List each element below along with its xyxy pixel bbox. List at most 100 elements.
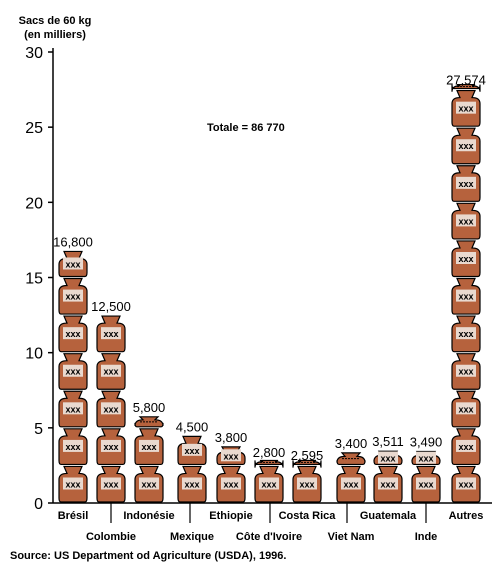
sack-label-patch — [341, 477, 361, 490]
sack-label-patch — [456, 439, 476, 452]
sack-label-patch — [63, 257, 83, 270]
coffee-sack: xxx — [451, 127, 481, 165]
sack-label: xxx — [103, 404, 118, 414]
coffee-sack: xxx — [451, 353, 481, 390]
coffee-sack: xxx — [58, 390, 88, 428]
coffee-sack: xxx — [451, 390, 481, 428]
coffee-sack: xxx — [451, 428, 481, 466]
sack-label-patch — [416, 451, 436, 464]
coffee-sack: xxx — [451, 165, 481, 202]
coffee-sack: xxx — [411, 450, 441, 466]
coffee-sack: xxx — [58, 250, 88, 278]
coffee-sack: xxx — [216, 465, 246, 503]
coffee-sack: xxx — [451, 277, 481, 315]
y-tick-label: 30 — [25, 45, 43, 62]
sack-label-patch — [456, 176, 476, 189]
sack-label: xxx — [380, 479, 395, 489]
sack-label-patch — [139, 477, 159, 490]
sack-label-patch — [182, 443, 202, 456]
data-label: 3,800 — [215, 430, 248, 445]
coffee-sack: xxx — [58, 315, 88, 353]
y-axis-label: Sacs de 60 kg (en milliers) — [8, 14, 102, 42]
coffee-sack: xxx — [177, 435, 207, 466]
sack-label-patch — [378, 451, 398, 464]
sack-label: xxx — [65, 292, 80, 302]
sack-label-patch — [456, 289, 476, 302]
sack-label: xxx — [458, 479, 473, 489]
coffee-sack: xxx — [451, 202, 481, 240]
y-tick-label: 5 — [34, 421, 43, 438]
bar: xxx xxx — [177, 435, 207, 503]
bar: xxx xxx — [373, 450, 403, 503]
sack-label-patch — [101, 439, 121, 452]
y-tick-label: 10 — [25, 346, 43, 363]
bar: xxx — [254, 459, 284, 503]
data-label: 3,400 — [335, 436, 368, 451]
sack-label: xxx — [65, 259, 80, 269]
coffee-sack: xxx — [96, 353, 126, 390]
bar: xxx xxx xxx xxx xxx xxx xxx — [58, 250, 88, 503]
coffee-sack: xxx — [177, 465, 207, 503]
sack-label: xxx — [223, 451, 238, 461]
sack-label: xxx — [458, 104, 473, 114]
sack-label-patch — [101, 364, 121, 377]
data-label: 2,800 — [253, 445, 286, 460]
sack-label-patch — [101, 402, 121, 415]
category-label: Mexique — [170, 531, 214, 543]
coffee-sack: xxx — [451, 89, 481, 127]
coffee-sack — [254, 459, 284, 468]
coffee-sack: xxx — [134, 428, 164, 466]
sack-label: xxx — [458, 254, 473, 264]
sack-label: xxx — [65, 329, 80, 339]
coffee-sack — [292, 459, 322, 468]
sack-label-patch — [456, 364, 476, 377]
category-label: Brésil — [58, 510, 89, 522]
y-tick-label: 20 — [25, 195, 43, 212]
data-label: 3,490 — [410, 435, 443, 450]
coffee-sack: xxx — [96, 390, 126, 428]
y-tick-label: 25 — [25, 120, 43, 137]
sack-label-patch — [63, 364, 83, 377]
coffee-sack: xxx — [451, 465, 481, 503]
coffee-sack: xxx — [451, 315, 481, 353]
sack-label-patch — [182, 477, 202, 490]
sack-label: xxx — [458, 141, 473, 151]
sack-label-patch — [63, 402, 83, 415]
sack-label-patch — [101, 327, 121, 340]
bar: xxx — [292, 459, 322, 503]
source-note: Source: US Department od Agriculture (US… — [10, 550, 287, 562]
coffee-sack: xxx — [373, 450, 403, 466]
sack-label-patch — [63, 327, 83, 340]
sack-label-patch — [101, 477, 121, 490]
category-label: Colombie — [86, 531, 136, 543]
sack-label-patch — [456, 327, 476, 340]
sack-label-patch — [456, 402, 476, 415]
sack-label: xxx — [103, 442, 118, 452]
sack-label-patch — [221, 449, 241, 462]
sack-label: xxx — [103, 479, 118, 489]
sack-label-patch — [221, 477, 241, 490]
sack-label: xxx — [65, 479, 80, 489]
bar: xxx xxx — [134, 416, 164, 503]
data-label: 4,500 — [176, 419, 209, 434]
coffee-sack: xxx — [58, 277, 88, 315]
coffee-sack: xxx — [216, 446, 246, 466]
bar: xxx xxx xxx xxx xxx xxx xxx xxx xxx xxx xxx — [451, 83, 481, 503]
coffee-sack: xxx — [96, 465, 126, 503]
coffee-sack: xxx — [58, 465, 88, 503]
sack-label-patch — [456, 251, 476, 264]
sack-label: xxx — [65, 404, 80, 414]
sack-label: xxx — [458, 179, 473, 189]
coffee-sack: xxx — [411, 465, 441, 503]
category-label: Costa Rica — [279, 510, 337, 522]
sack-label: xxx — [458, 367, 473, 377]
category-label: Côte d'Ivoire — [236, 531, 302, 543]
coffee-sack — [134, 416, 164, 428]
category-label: Guatemala — [360, 510, 417, 522]
sack-label: xxx — [103, 367, 118, 377]
bar: xxx — [336, 452, 366, 503]
coffee-sack: xxx — [292, 465, 322, 503]
sack-label: xxx — [261, 479, 276, 489]
category-label: Ethiopie — [209, 510, 252, 522]
